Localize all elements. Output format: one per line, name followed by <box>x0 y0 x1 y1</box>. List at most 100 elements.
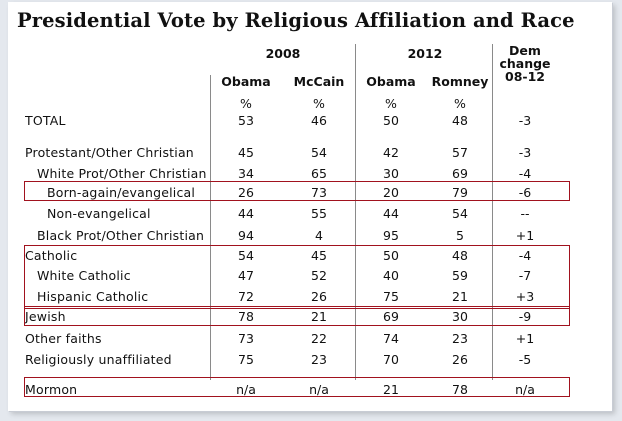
cell-m08: 52 <box>311 268 327 283</box>
row-label: Hispanic Catholic <box>37 289 149 304</box>
dem-change-line3: 08-12 <box>505 69 545 84</box>
cell-r12: 30 <box>452 309 468 324</box>
cell-o08: 26 <box>238 185 254 200</box>
cell-r12: 21 <box>452 289 468 304</box>
row-label: Born-again/evangelical <box>47 185 196 200</box>
highlight-box-catholic <box>24 245 570 309</box>
cell-r12: 26 <box>452 352 468 367</box>
row-label: Non-evangelical <box>47 206 151 221</box>
dem-change-line1: Dem <box>509 43 541 58</box>
row-label: Mormon <box>25 382 78 397</box>
pct-unit: % <box>454 96 466 111</box>
cell-change: +1 <box>515 331 535 346</box>
year-2012-header: 2012 <box>407 46 443 61</box>
cell-o12: 74 <box>383 331 399 346</box>
row-label: Jewish <box>25 309 66 324</box>
table-row: White Catholic 47 52 40 59 -7 <box>8 268 612 286</box>
cell-m08: 55 <box>311 206 327 221</box>
row-label: White Catholic <box>37 268 131 283</box>
cell-r12: 59 <box>452 268 468 283</box>
cell-o08: 75 <box>238 352 254 367</box>
table-row: Mormon n/a n/a 21 78 n/a <box>8 382 612 400</box>
year-2008-header: 2008 <box>265 46 301 61</box>
col-header-obama-2008: Obama <box>221 74 271 89</box>
row-label: Black Prot/Other Christian <box>37 228 205 243</box>
cell-o12: 20 <box>383 185 399 200</box>
cell-change: -3 <box>518 145 532 160</box>
table-row: Religiously unaffiliated 75 23 70 26 -5 <box>8 352 612 370</box>
row-label: Catholic <box>25 248 78 263</box>
table-row: Other faiths 73 22 74 23 +1 <box>8 331 612 349</box>
cell-change: -3 <box>518 113 532 128</box>
cell-o08: 78 <box>238 309 254 324</box>
cell-r12: 69 <box>452 166 468 181</box>
cell-o12: 30 <box>383 166 399 181</box>
highlight-box-born-again <box>24 181 570 201</box>
cell-change: -7 <box>518 268 532 283</box>
cell-o08: 54 <box>238 248 254 263</box>
cell-o08: 44 <box>238 206 254 221</box>
cell-o12: 95 <box>383 228 399 243</box>
cell-o12: 44 <box>383 206 399 221</box>
highlight-box-jewish <box>24 306 570 326</box>
cell-o08: 47 <box>238 268 254 283</box>
cell-r12: 79 <box>452 185 468 200</box>
cell-o08: 45 <box>238 145 254 160</box>
dem-change-line2: change <box>499 56 551 71</box>
cell-change: -6 <box>518 185 532 200</box>
pct-unit: % <box>385 96 397 111</box>
col-header-romney-2012: Romney <box>431 74 489 89</box>
row-label: Religiously unaffiliated <box>25 352 172 367</box>
cell-o08: 53 <box>238 113 254 128</box>
column-divider <box>492 44 493 380</box>
cell-r12: 78 <box>452 382 468 397</box>
cell-m08: 23 <box>311 352 327 367</box>
table-row: Jewish 78 21 69 30 -9 <box>8 309 612 327</box>
cell-r12: 48 <box>452 113 468 128</box>
column-divider <box>355 44 356 380</box>
table-row: Born-again/evangelical 26 73 20 79 -6 <box>8 185 612 203</box>
cell-r12: 54 <box>452 206 468 221</box>
cell-m08: 26 <box>311 289 327 304</box>
cell-change: -5 <box>518 352 532 367</box>
cell-o08: 94 <box>238 228 254 243</box>
cell-o12: 70 <box>383 352 399 367</box>
col-header-dem-change: Dem change 08-12 <box>492 44 558 83</box>
cell-o08: 73 <box>238 331 254 346</box>
cell-change: -9 <box>518 309 532 324</box>
cell-o12: 40 <box>383 268 399 283</box>
page-title: Presidential Vote by Religious Affiliati… <box>17 9 575 32</box>
cell-change: -- <box>520 206 530 221</box>
cell-r12: 57 <box>452 145 468 160</box>
cell-r12: 5 <box>456 228 464 243</box>
pct-unit: % <box>313 96 325 111</box>
cell-change: -4 <box>518 248 532 263</box>
table-card: Presidential Vote by Religious Affiliati… <box>8 2 612 411</box>
cell-m08: 54 <box>311 145 327 160</box>
cell-m08: 46 <box>311 113 327 128</box>
cell-m08: 73 <box>311 185 327 200</box>
table-row: Protestant/Other Christian 45 54 42 57 -3 <box>8 145 612 163</box>
table-row: TOTAL 53 46 50 48 -3 <box>8 113 612 131</box>
cell-m08: 22 <box>311 331 327 346</box>
cell-o12: 69 <box>383 309 399 324</box>
cell-o12: 50 <box>383 248 399 263</box>
cell-r12: 23 <box>452 331 468 346</box>
table-row: Non-evangelical 44 55 44 54 -- <box>8 206 612 224</box>
cell-o08: 72 <box>238 289 254 304</box>
row-label: Protestant/Other Christian <box>25 145 194 160</box>
cell-m08: 65 <box>311 166 327 181</box>
cell-o08: n/a <box>236 382 256 397</box>
table-row: White Prot/Other Christian 34 65 30 69 -4 <box>8 166 612 184</box>
col-header-mccain-2008: McCain <box>293 74 345 89</box>
cell-o12: 75 <box>383 289 399 304</box>
row-label: White Prot/Other Christian <box>37 166 207 181</box>
table-row: Black Prot/Other Christian 94 4 95 5 +1 <box>8 228 612 246</box>
cell-o12: 21 <box>383 382 399 397</box>
cell-m08: 21 <box>311 309 327 324</box>
cell-change: -4 <box>518 166 532 181</box>
table-row: Catholic 54 45 50 48 -4 <box>8 248 612 266</box>
cell-m08: 45 <box>311 248 327 263</box>
col-header-obama-2012: Obama <box>366 74 416 89</box>
cell-o08: 34 <box>238 166 254 181</box>
